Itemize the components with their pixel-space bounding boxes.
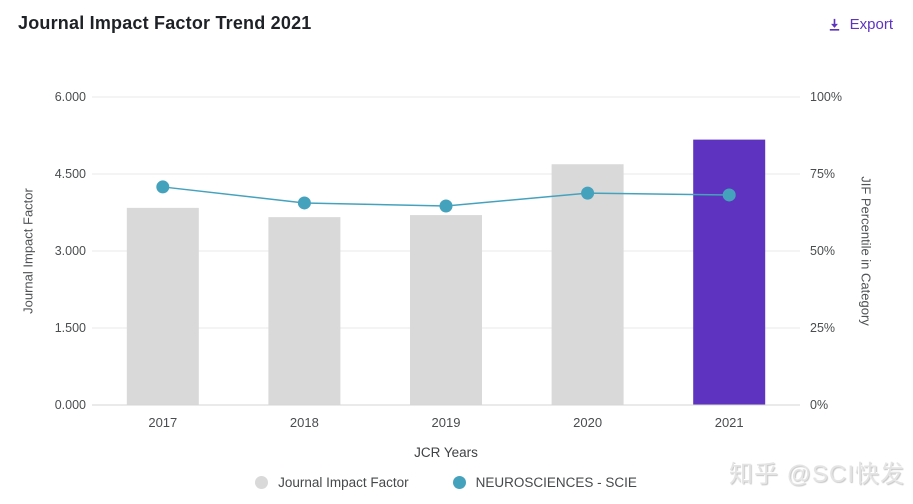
x-tick-2020: 2020 [573, 415, 603, 430]
legend-label: NEUROSCIENCES - SCIE [475, 475, 637, 490]
right-axis-title: JIF Percentile in Category [858, 176, 874, 326]
left-axis-tick: 0.000 [54, 398, 86, 412]
left-axis-tick: 1.500 [54, 321, 86, 335]
right-axis-tick: 50% [810, 244, 836, 258]
left-axis-tick: 6.000 [54, 90, 86, 104]
left-axis-tick: 4.500 [54, 167, 86, 181]
bar-2020[interactable] [551, 164, 624, 405]
right-axis-tick: 0% [810, 398, 829, 412]
x-tick-2017: 2017 [148, 415, 178, 430]
page-title: Journal Impact Factor Trend 2021 [18, 13, 312, 33]
legend-label: Journal Impact Factor [278, 475, 409, 490]
right-axis-tick: 75% [810, 167, 836, 181]
x-tick-2019: 2019 [431, 415, 461, 430]
bar-2018[interactable] [268, 217, 341, 405]
chart-legend: Journal Impact Factor NEUROSCIENCES - SCI… [92, 475, 800, 490]
bar-2017[interactable] [126, 207, 199, 405]
export-label: Export [849, 16, 893, 33]
legend-dot-icon [255, 476, 269, 489]
point-2020[interactable] [581, 186, 595, 200]
point-2021[interactable] [722, 188, 736, 202]
point-2019[interactable] [439, 199, 453, 213]
legend-dot-icon [452, 476, 466, 489]
legend-item[interactable]: NEUROSCIENCES - SCIE [452, 475, 637, 490]
legend-item[interactable]: Journal Impact Factor [255, 475, 409, 490]
download-icon [829, 18, 839, 31]
x-tick-2018: 2018 [289, 415, 319, 430]
bar-2019[interactable] [410, 215, 482, 405]
left-axis-tick: 3.000 [54, 244, 86, 258]
x-axis-title: JCR Years [414, 445, 478, 460]
point-2017[interactable] [156, 180, 170, 194]
point-2018[interactable] [297, 196, 311, 210]
export-button[interactable]: Export [827, 16, 893, 33]
right-axis-tick: 100% [810, 90, 842, 104]
bar-2021[interactable] [693, 139, 766, 405]
right-axis-tick: 25% [810, 321, 836, 335]
x-tick-2021: 2021 [714, 415, 744, 430]
watermark: 知乎 @SCI快发 [728, 461, 905, 488]
